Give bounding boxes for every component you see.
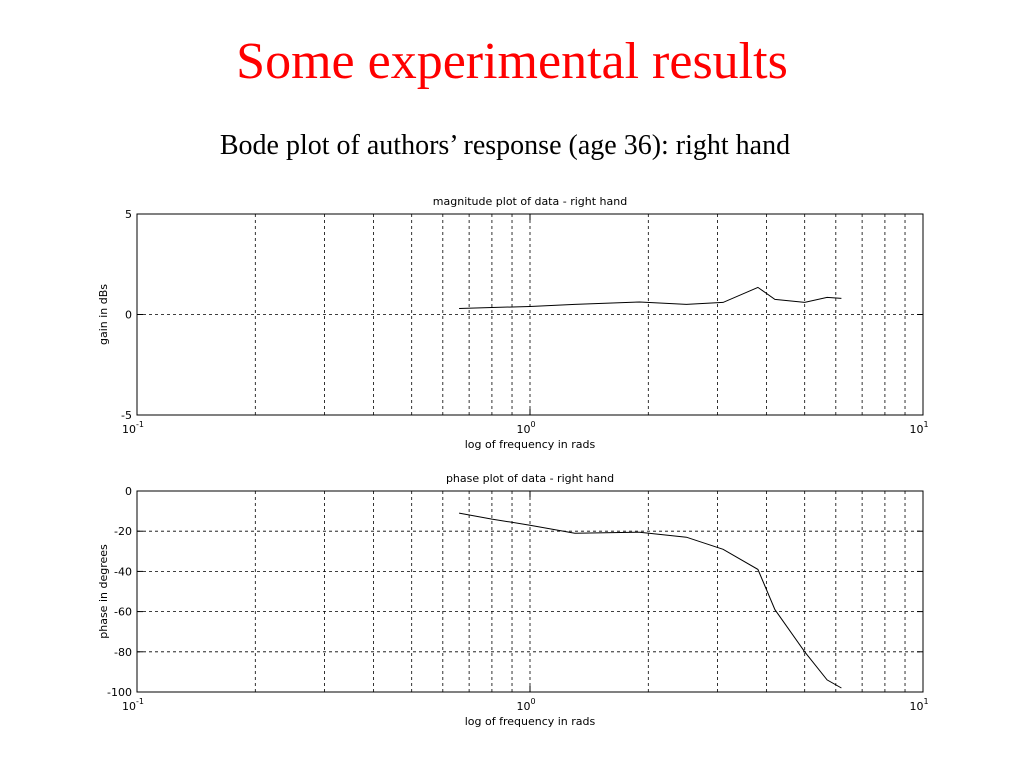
magnitude-x-axis-label: log of frequency in rads bbox=[465, 438, 596, 451]
magnitude-y-tick-label: 5 bbox=[125, 208, 132, 221]
phase-x-axis-label: log of frequency in rads bbox=[465, 715, 596, 728]
phase-chart-title: phase plot of data - right hand bbox=[446, 472, 614, 485]
magnitude-x-tick-label: 10-1 bbox=[122, 420, 144, 436]
chart-magnitude: -5 0 5 10-1 100 101 magnitude plot of data - r… bbox=[97, 195, 929, 451]
phase-x-tick-label: 100 bbox=[516, 697, 535, 713]
magnitude-x-tick-label: 101 bbox=[909, 420, 928, 436]
magnitude-x-tick-label: 100 bbox=[516, 420, 535, 436]
magnitude-y-tick-label: -5 bbox=[121, 409, 132, 422]
phase-y-tick-label: -80 bbox=[114, 646, 132, 659]
slide-title: Some experimental results bbox=[236, 33, 788, 90]
phase-x-tick-label: 101 bbox=[909, 697, 928, 713]
phase-y-tick-label: -60 bbox=[114, 606, 132, 619]
phase-data-line bbox=[459, 512, 842, 689]
magnitude-y-tick-label: 0 bbox=[125, 309, 132, 322]
magnitude-data-line bbox=[459, 286, 842, 309]
phase-y-tick-label: -40 bbox=[114, 565, 132, 578]
slide-subtitle: Bode plot of authors’ response (age 36):… bbox=[219, 130, 791, 161]
phase-y-tick-label: -100 bbox=[107, 686, 132, 699]
phase-y-tick-label: 0 bbox=[125, 485, 132, 498]
phase-x-tick-label: 10-1 bbox=[122, 697, 144, 713]
phase-y-axis-label: phase in degrees bbox=[97, 544, 110, 639]
magnitude-y-axis-label: gain in dBs bbox=[97, 284, 110, 345]
phase-y-tick-label: -20 bbox=[114, 525, 132, 538]
chart-phase: -100 -80 -60 -40 -20 0 10-1 100 101 phase plot of… bbox=[97, 472, 929, 728]
magnitude-chart-title: magnitude plot of data - right hand bbox=[433, 195, 627, 208]
